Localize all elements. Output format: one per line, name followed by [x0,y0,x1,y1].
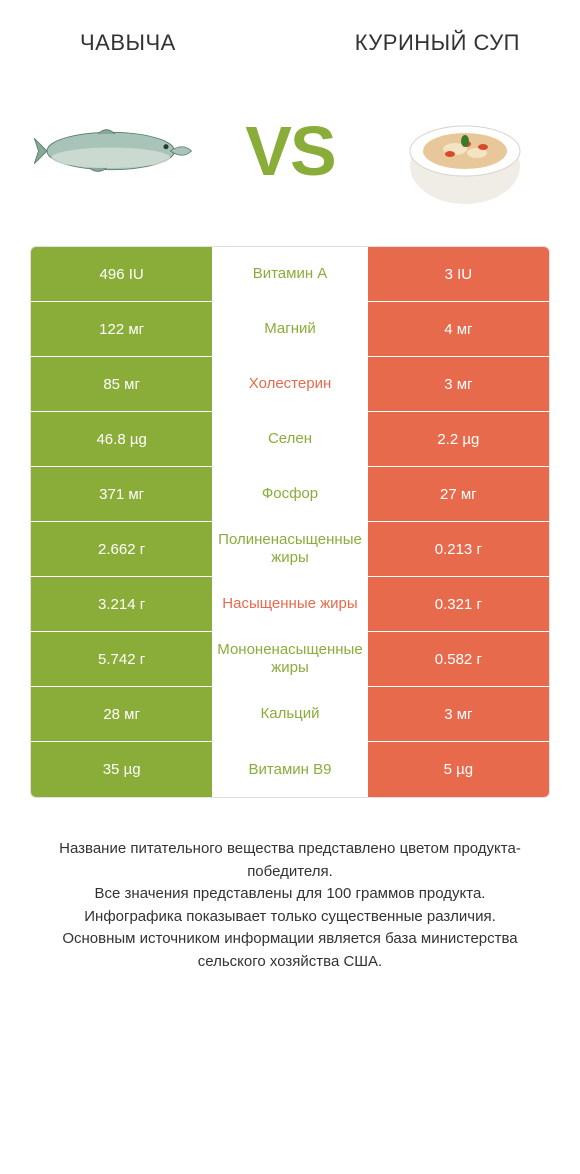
cell-left-value: 3.214 г [31,577,212,631]
cell-right-value: 3 мг [368,687,549,741]
fish-image [30,86,200,216]
cell-right-value: 4 мг [368,302,549,356]
soup-image [380,86,550,216]
cell-nutrient-label: Холестерин [212,357,367,411]
cell-right-value: 0.582 г [368,632,549,686]
table-row: 3.214 гНасыщенные жиры0.321 г [31,577,549,632]
cell-nutrient-label: Магний [212,302,367,356]
cell-left-value: 496 IU [31,247,212,301]
cell-right-value: 5 µg [368,742,549,797]
cell-left-value: 5.742 г [31,632,212,686]
header: ЧАВЫЧА КУРИНЫЙ СУП [0,0,580,76]
cell-nutrient-label: Мононенасыщенные жиры [212,632,367,686]
cell-nutrient-label: Селен [212,412,367,466]
cell-nutrient-label: Витамин B9 [212,742,367,797]
table-row: 2.662 гПолиненасыщенные жиры0.213 г [31,522,549,577]
footer-line: Инфографика показывает только существенн… [30,906,550,929]
cell-left-value: 46.8 µg [31,412,212,466]
cell-right-value: 27 мг [368,467,549,521]
cell-right-value: 2.2 µg [368,412,549,466]
table-row: 496 IUВитамин A3 IU [31,247,549,302]
table-row: 85 мгХолестерин3 мг [31,357,549,412]
table-row: 371 мгФосфор27 мг [31,467,549,522]
table-row: 35 µgВитамин B95 µg [31,742,549,797]
cell-nutrient-label: Полиненасыщенные жиры [212,522,367,576]
cell-left-value: 371 мг [31,467,212,521]
cell-right-value: 3 IU [368,247,549,301]
cell-left-value: 28 мг [31,687,212,741]
title-right: КУРИНЫЙ СУП [300,30,520,56]
table-row: 28 мгКальций3 мг [31,687,549,742]
cell-left-value: 85 мг [31,357,212,411]
images-row: VS [0,76,580,246]
cell-nutrient-label: Витамин A [212,247,367,301]
nutrition-table: 496 IUВитамин A3 IU122 мгМагний4 мг85 мг… [30,246,550,798]
cell-nutrient-label: Фосфор [212,467,367,521]
cell-right-value: 3 мг [368,357,549,411]
cell-nutrient-label: Насыщенные жиры [212,577,367,631]
cell-right-value: 0.321 г [368,577,549,631]
title-left: ЧАВЫЧА [60,30,300,56]
cell-left-value: 2.662 г [31,522,212,576]
cell-left-value: 122 мг [31,302,212,356]
cell-left-value: 35 µg [31,742,212,797]
footer-text: Название питательного вещества представл… [0,798,580,993]
footer-line: Все значения представлены для 100 граммо… [30,883,550,906]
cell-nutrient-label: Кальций [212,687,367,741]
vs-label: VS [245,111,334,191]
table-row: 46.8 µgСелен2.2 µg [31,412,549,467]
footer-line: Основным источником информации является … [30,928,550,973]
footer-line: Название питательного вещества представл… [30,838,550,883]
cell-right-value: 0.213 г [368,522,549,576]
soup-icon [395,91,535,211]
table-row: 5.742 гМононенасыщенные жиры0.582 г [31,632,549,687]
fish-icon [30,117,200,185]
table-row: 122 мгМагний4 мг [31,302,549,357]
